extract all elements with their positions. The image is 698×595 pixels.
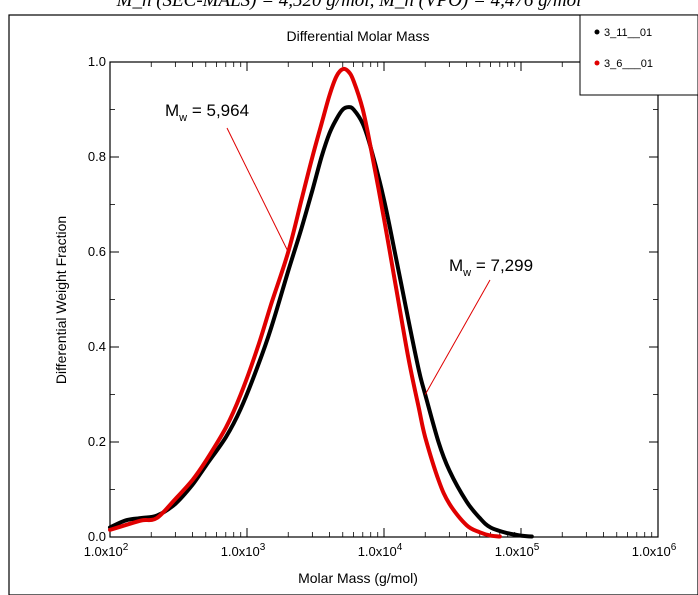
legend-marker-1 <box>594 29 600 35</box>
annotation-leader-line <box>424 279 491 395</box>
series-line-1 <box>108 105 534 539</box>
y-tick-label: 0.2 <box>88 434 106 449</box>
series-line-2 <box>108 66 502 539</box>
chart-title: Differential Molar Mass <box>287 28 430 44</box>
figure-caption: M_n (SEC-MALS) = 4,520 g/mol, M_n (VPO) … <box>116 0 582 11</box>
x-tick-label: 1.0x104 <box>358 542 403 559</box>
legend-box <box>579 14 698 96</box>
mw-annotation-2: Mw = 7,299 <box>449 256 533 279</box>
legend-label-2: 3_6___01 <box>604 58 653 70</box>
x-tick-label: 1.0x105 <box>495 542 540 559</box>
y-tick-label: 1.0 <box>88 54 106 69</box>
mw-annotation-1: Mw = 5,964 <box>165 101 249 124</box>
x-tick-label: 1.0x103 <box>221 542 266 559</box>
annotation-leader-line <box>226 127 289 253</box>
y-tick-label: 0.8 <box>88 149 106 164</box>
x-tick-label: 1.0x106 <box>632 542 677 559</box>
y-tick-label: 0.0 <box>88 529 106 544</box>
y-tick-label: 0.4 <box>88 339 106 354</box>
plot-frame <box>109 61 659 538</box>
legend-marker-2 <box>594 60 600 66</box>
y-axis-label: Differential Weight Fraction <box>53 216 69 384</box>
legend-label-1: 3_11__01 <box>604 27 652 39</box>
outer-frame <box>8 14 698 595</box>
x-axis-label: Molar Mass (g/mol) <box>298 570 418 586</box>
x-tick-label: 1.0x102 <box>84 542 129 559</box>
y-tick-label: 0.6 <box>88 244 106 259</box>
